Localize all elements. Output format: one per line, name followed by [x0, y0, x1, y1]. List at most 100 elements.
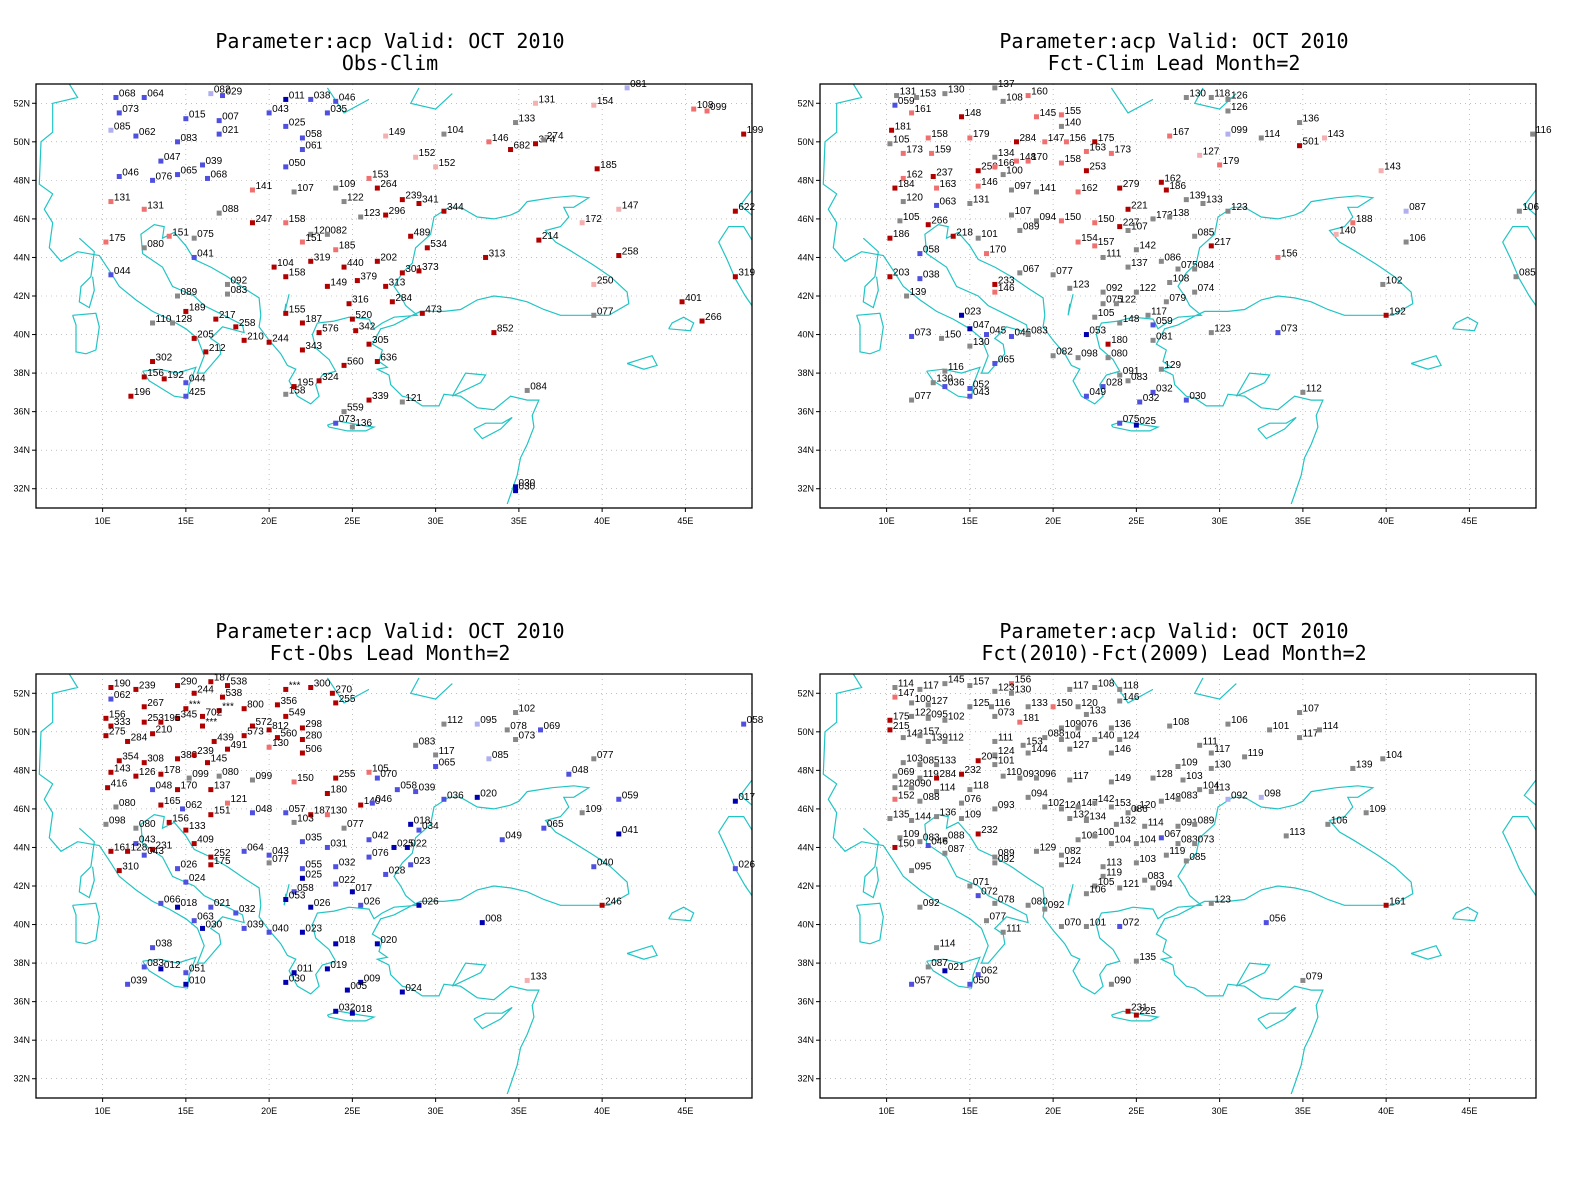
station-marker — [616, 206, 622, 212]
station-label: 155 — [289, 304, 306, 315]
station-label: 117 — [1151, 306, 1167, 317]
station-label: 267 — [147, 698, 164, 709]
station-label: 059 — [622, 790, 639, 801]
station-label: 156 — [1281, 248, 1298, 259]
station-marker — [1113, 821, 1119, 827]
station-label: 073 — [519, 731, 536, 742]
station-label: 342 — [359, 322, 376, 333]
station-marker — [1117, 320, 1123, 326]
station-label: 105 — [372, 763, 389, 774]
station-marker — [1208, 330, 1214, 336]
station-label: 030 — [1189, 391, 1206, 402]
station-marker — [967, 386, 973, 392]
station-marker — [216, 118, 222, 124]
tick-label-lon: 10E — [95, 516, 111, 526]
station-marker — [191, 235, 197, 241]
station-label: 104 — [1203, 781, 1220, 792]
station-label: 284 — [131, 732, 148, 743]
station-marker — [513, 737, 519, 743]
station-label: 156 — [172, 813, 189, 824]
station-marker — [249, 220, 255, 226]
station-marker — [283, 979, 289, 985]
station-label: 108 — [1173, 274, 1190, 285]
station-label: 107 — [1303, 704, 1320, 715]
title-line2: Fct-Clim Lead Month=2 — [1047, 51, 1301, 75]
station-marker — [1175, 841, 1181, 847]
station-label: 106 — [1331, 815, 1348, 826]
station-marker — [1058, 123, 1064, 129]
station-label: 852 — [497, 324, 514, 335]
station-marker — [513, 710, 519, 716]
tick-label-lat: 38N — [797, 368, 814, 378]
tick-label-lat: 40N — [13, 330, 30, 340]
station-label: 114 — [1323, 721, 1339, 732]
station-marker — [441, 208, 447, 214]
station-marker — [917, 798, 923, 804]
station-marker — [900, 150, 906, 156]
station-marker — [299, 135, 305, 141]
station-marker — [1380, 756, 1386, 762]
station-marker — [1000, 172, 1006, 178]
station-marker — [1175, 823, 1181, 829]
station-marker — [975, 972, 981, 978]
station-marker — [1197, 787, 1203, 793]
station-marker — [1075, 355, 1081, 361]
station-marker — [183, 970, 189, 976]
station-label: 188 — [1356, 214, 1373, 225]
station-marker — [249, 723, 255, 729]
station-marker — [283, 96, 289, 102]
station-label: 092 — [230, 275, 247, 286]
station-label: 080 — [119, 798, 136, 809]
station-marker — [950, 233, 956, 239]
station-marker — [508, 147, 514, 153]
station-marker — [513, 488, 519, 494]
station-marker — [175, 293, 181, 299]
station-label: 130 — [936, 374, 953, 385]
station-label: 091 — [1181, 817, 1198, 828]
station-label: 179 — [1223, 156, 1240, 167]
station-marker — [967, 200, 973, 206]
station-label: 104 — [1114, 835, 1131, 846]
tick-label-lat: 38N — [13, 958, 30, 968]
station-marker — [624, 85, 630, 91]
tick-label-lat: 32N — [797, 484, 814, 494]
station-label: 239 — [405, 191, 422, 202]
station-label: 114 — [940, 783, 956, 794]
station-label: 130 — [1189, 88, 1206, 99]
station-marker — [180, 806, 186, 812]
station-label: 133 — [1031, 698, 1048, 709]
station-label: 076 — [156, 171, 173, 182]
station-marker — [934, 789, 940, 795]
station-marker — [1058, 806, 1064, 812]
station-label: 105 — [903, 212, 920, 223]
station-label: 075 — [197, 229, 214, 240]
station-marker — [900, 175, 906, 181]
station-label: 159 — [935, 144, 952, 155]
station-marker — [1297, 710, 1303, 716]
station-label: 184 — [898, 179, 915, 190]
station-label: 250 — [597, 275, 614, 286]
station-label: 038 — [156, 939, 173, 950]
station-marker — [917, 904, 923, 910]
station-marker — [413, 789, 419, 795]
station-label: 018 — [414, 815, 431, 826]
tick-label-lat: 46N — [797, 804, 814, 814]
tick-label-lon: 35E — [1295, 1106, 1311, 1116]
station-marker — [541, 137, 547, 143]
station-label: 117 — [1073, 680, 1089, 691]
station-marker — [1133, 860, 1139, 866]
station-marker — [1133, 841, 1139, 847]
station-marker — [366, 837, 372, 843]
station-marker — [158, 802, 164, 808]
station-label: 152 — [898, 790, 915, 801]
station-marker — [166, 233, 172, 239]
station-marker — [1175, 266, 1181, 272]
tick-label-lon: 15E — [962, 1106, 978, 1116]
station-label: 026 — [181, 860, 198, 871]
coastline — [926, 366, 981, 399]
station-marker — [1100, 289, 1106, 295]
station-label: 112 — [447, 715, 463, 726]
station-marker — [1167, 133, 1173, 139]
tick-label-lon: 20E — [261, 1106, 277, 1116]
station-marker — [1117, 698, 1123, 704]
